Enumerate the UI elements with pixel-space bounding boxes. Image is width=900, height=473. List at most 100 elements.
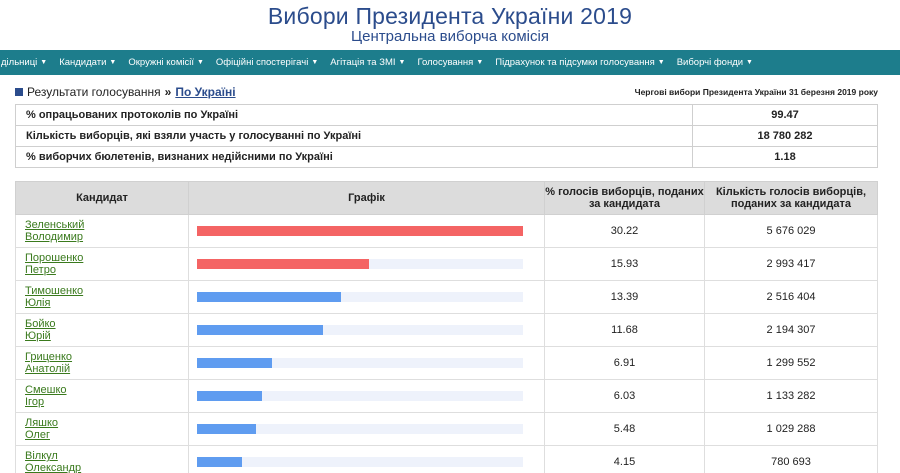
candidate-surname-link[interactable]: Вілкул [25, 450, 58, 462]
votes-value: 2 993 417 [704, 247, 878, 281]
votes-value: 1 029 288 [704, 412, 878, 446]
summary-row: % виборчих бюлетенів, визнаних недійсним… [15, 146, 878, 168]
vote-bar-track [197, 424, 523, 434]
breadcrumb-current: Результати голосування [27, 85, 161, 99]
caret-down-icon: ▼ [398, 59, 406, 66]
vote-bar-track [197, 457, 523, 467]
summary-row: % опрацьованих протоколів по Україні 99.… [15, 104, 878, 126]
candidate-surname-link[interactable]: Тимошенко [25, 285, 84, 297]
vote-bar [197, 424, 256, 434]
candidate-given-name-link[interactable]: Олександр [25, 462, 82, 473]
nav-item-label: Кандидати [59, 57, 107, 68]
site-header: Вибори Президента України 2019 Центральн… [0, 0, 900, 46]
candidate-surname-link[interactable]: Бойко [25, 318, 56, 330]
caret-down-icon: ▼ [746, 59, 753, 66]
candidate-given-name-link[interactable]: Петро [25, 264, 56, 276]
caret-down-icon: ▼ [311, 59, 319, 66]
breadcrumb-row: Результати голосування » По Україні Черг… [15, 84, 878, 100]
nav-item-label: Окружні комісії [128, 57, 194, 68]
results-table: Кандидат Графік % голосів виборців, пода… [15, 181, 878, 473]
breadcrumb-link-ukraine[interactable]: По Україні [175, 85, 236, 99]
nav-item-counting-results[interactable]: Підрахунок та підсумки голосування ▼ [489, 50, 670, 75]
candidate-given-name-link[interactable]: Олег [25, 429, 50, 441]
nav-item-label: дільниці [1, 57, 38, 68]
votes-value: 1 133 282 [704, 379, 878, 413]
graph-cell [188, 379, 545, 413]
summary-label: % опрацьованих протоколів по Україні [15, 104, 693, 126]
vote-bar-track [197, 358, 523, 368]
vote-bar-track [197, 259, 523, 269]
percent-value: 5.48 [544, 412, 705, 446]
square-bullet-icon [15, 88, 23, 96]
candidate-surname-link[interactable]: Зеленський [25, 219, 85, 231]
table-row: Вілкул Олександр 4.15 780 693 [15, 445, 878, 473]
site-subtitle: Центральна виборча комісія [351, 28, 549, 45]
column-header-graph: Графік [188, 181, 545, 215]
nav-item-label: Голосування [417, 57, 474, 68]
percent-value: 6.03 [544, 379, 705, 413]
percent-value: 6.91 [544, 346, 705, 380]
nav-item-district-commissions[interactable]: Окружні комісії ▼ [122, 50, 210, 75]
nav-item-label: Виборчі фонди [676, 57, 744, 68]
candidate-cell: Тимошенко Юлія [15, 280, 189, 314]
percent-value: 4.15 [544, 445, 705, 473]
caret-down-icon: ▼ [196, 59, 204, 66]
candidate-surname-link[interactable]: Смешко [25, 384, 67, 396]
summary-value: 99.47 [692, 104, 878, 126]
summary-row: Кількість виборців, які взяли участь у г… [15, 125, 878, 147]
vote-bar-track [197, 325, 523, 335]
vote-bar [197, 391, 262, 401]
percent-value: 30.22 [544, 214, 705, 248]
site-title: Вибори Президента України 2019 [267, 3, 633, 29]
election-date: Чергові вибори Президента України 31 бер… [634, 87, 878, 97]
breadcrumb-separator: » [164, 85, 172, 99]
nav-item-campaigning-media[interactable]: Агітація та ЗМІ ▼ [324, 50, 411, 75]
summary-value: 1.18 [692, 146, 878, 168]
candidate-cell: Зеленський Володимир [15, 214, 189, 248]
summary-label: Кількість виборців, які взяли участь у г… [15, 125, 693, 147]
caret-down-icon: ▼ [657, 59, 665, 66]
summary-table: % опрацьованих протоколів по Україні 99.… [15, 104, 878, 168]
graph-cell [188, 346, 545, 380]
candidate-given-name-link[interactable]: Володимир [25, 231, 84, 243]
percent-value: 15.93 [544, 247, 705, 281]
caret-down-icon: ▼ [109, 59, 117, 66]
nav-item-election-funds[interactable]: Виборчі фонди ▼ [671, 50, 759, 75]
candidate-given-name-link[interactable]: Ігор [25, 396, 45, 408]
column-header-percent: % голосів виборців, поданих за кандидата [544, 181, 705, 215]
candidate-given-name-link[interactable]: Юлія [25, 297, 51, 309]
nav-item-polling-stations[interactable]: дільниці ▼ [0, 50, 53, 75]
table-row: Смешко Ігор 6.03 1 133 282 [15, 379, 878, 413]
candidate-cell: Бойко Юрій [15, 313, 189, 347]
candidate-cell: Ляшко Олег [15, 412, 189, 446]
vote-bar [197, 325, 323, 335]
votes-value: 5 676 029 [704, 214, 878, 248]
candidate-cell: Гриценко Анатолій [15, 346, 189, 380]
nav-item-label: Підрахунок та підсумки голосування [495, 57, 655, 68]
votes-value: 780 693 [704, 445, 878, 473]
column-header-candidate: Кандидат [15, 181, 189, 215]
candidate-given-name-link[interactable]: Анатолій [25, 363, 71, 375]
table-row: Бойко Юрій 11.68 2 194 307 [15, 313, 878, 347]
candidate-given-name-link[interactable]: Юрій [25, 330, 51, 342]
breadcrumb: Результати голосування » По Україні [15, 85, 236, 99]
votes-value: 2 194 307 [704, 313, 878, 347]
nav-item-official-observers[interactable]: Офіційні спостерігачі ▼ [210, 50, 324, 75]
table-row: Ляшко Олег 5.48 1 029 288 [15, 412, 878, 446]
vote-bar [197, 358, 272, 368]
caret-down-icon: ▼ [40, 59, 48, 66]
candidate-cell: Смешко Ігор [15, 379, 189, 413]
vote-bar [197, 259, 369, 269]
graph-cell [188, 247, 545, 281]
caret-down-icon: ▼ [476, 59, 484, 66]
candidate-surname-link[interactable]: Ляшко [25, 417, 59, 429]
table-row: Тимошенко Юлія 13.39 2 516 404 [15, 280, 878, 314]
candidate-surname-link[interactable]: Гриценко [25, 351, 73, 363]
nav-item-candidates[interactable]: Кандидати ▼ [53, 50, 122, 75]
graph-cell [188, 214, 545, 248]
graph-cell [188, 412, 545, 446]
results-body: Зеленський Володимир 30.22 5 676 029 Порошен… [15, 214, 878, 473]
candidate-surname-link[interactable]: Порошенко [25, 252, 84, 264]
nav-item-voting[interactable]: Голосування ▼ [411, 50, 489, 75]
percent-value: 11.68 [544, 313, 705, 347]
